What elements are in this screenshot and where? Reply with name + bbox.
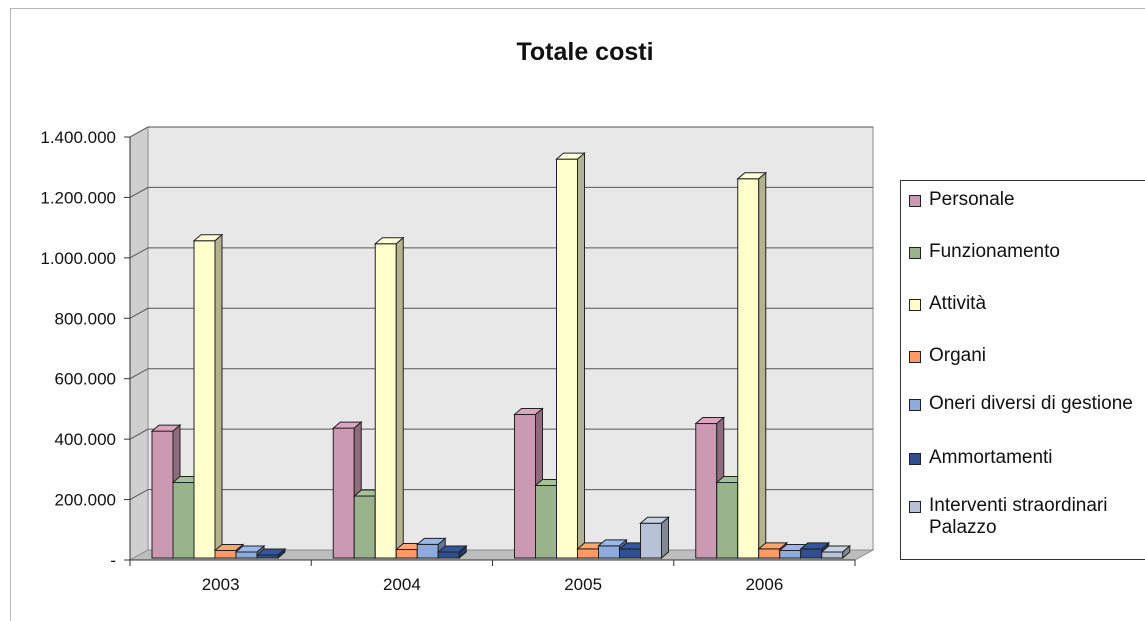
gridline: [129, 126, 873, 138]
legend-label: Attività: [929, 293, 987, 314]
bar-front: [556, 158, 578, 559]
bar-front: [598, 545, 620, 559]
x-tick-label: 2005: [564, 575, 602, 594]
bar: [192, 233, 224, 560]
bar: [639, 516, 670, 560]
legend-swatch: [909, 399, 921, 411]
bar-front: [619, 548, 641, 559]
gridline: [129, 428, 873, 440]
bar-front: [374, 243, 397, 559]
bar-front: [640, 522, 662, 559]
legend-swatch: [909, 195, 921, 207]
bar-front: [151, 430, 174, 559]
bar-front: [437, 551, 460, 559]
bar-front: [577, 548, 599, 559]
bar-front: [514, 413, 536, 559]
legend-label: Ammortamenti: [929, 447, 1053, 468]
bar-side: [395, 236, 404, 560]
bar-front: [779, 549, 802, 559]
legend: Personale Funzionamento Attività Organi Oner…: [900, 180, 1145, 560]
bar-side: [577, 152, 585, 560]
y-tick-label: 200.000: [55, 491, 116, 510]
gridline: [129, 186, 873, 198]
bar-side: [214, 233, 223, 560]
bar-front: [737, 178, 760, 559]
y-tick-label: 600.000: [55, 370, 116, 389]
y-tick-label: 400.000: [55, 430, 116, 449]
bar-side: [758, 171, 767, 560]
gridline: [129, 489, 873, 501]
bar-front: [214, 549, 237, 559]
legend-label: Funzionamento: [929, 241, 1060, 262]
legend-swatch: [909, 501, 921, 513]
legend-label: Interventi straordinari Palazzo: [929, 495, 1108, 538]
bar: [255, 547, 287, 560]
bar-front: [821, 551, 844, 559]
bar-side: [661, 516, 669, 560]
bar-front: [193, 240, 216, 559]
y-tick-label: 1.000.000: [40, 249, 116, 268]
bar-front: [332, 427, 355, 559]
y-tick-label: -: [110, 551, 116, 570]
bar-side: [277, 547, 286, 560]
x-tick-label: 2006: [745, 575, 783, 594]
x-tick-label: 2003: [202, 575, 240, 594]
y-tick-label: 800.000: [55, 309, 116, 328]
bar-side: [458, 544, 467, 560]
bar-front: [416, 543, 439, 559]
bar: [373, 236, 405, 560]
legend-label: Organi: [929, 345, 987, 366]
bar-front: [235, 551, 258, 559]
bar-side: [842, 544, 851, 560]
bar-front: [172, 481, 195, 559]
bar-front: [716, 481, 739, 559]
bar-front: [800, 548, 823, 559]
bar: [820, 544, 852, 560]
gridline: [129, 368, 873, 380]
bar: [436, 544, 468, 560]
bar: [555, 152, 586, 560]
bar: [736, 171, 768, 560]
legend-swatch: [909, 351, 921, 363]
legend-swatch: [909, 247, 921, 259]
bar-front: [695, 423, 718, 559]
bar-front: [535, 484, 557, 559]
legend-label: Personale: [929, 189, 1015, 210]
x-tick-label: 2004: [383, 575, 421, 594]
chart-title: Totale costi: [516, 38, 654, 66]
bar-front: [395, 549, 418, 559]
legend-swatch: [909, 453, 921, 465]
y-tick-label: 1.200.000: [40, 188, 116, 207]
bar-front: [758, 548, 781, 559]
legend-swatch: [909, 299, 921, 311]
gridline: [129, 247, 873, 259]
y-tick-label: 1.400.000: [40, 128, 116, 147]
legend-label: Oneri diversi di gestione: [929, 393, 1133, 414]
bar-front: [353, 495, 376, 559]
gridline: [129, 307, 873, 319]
